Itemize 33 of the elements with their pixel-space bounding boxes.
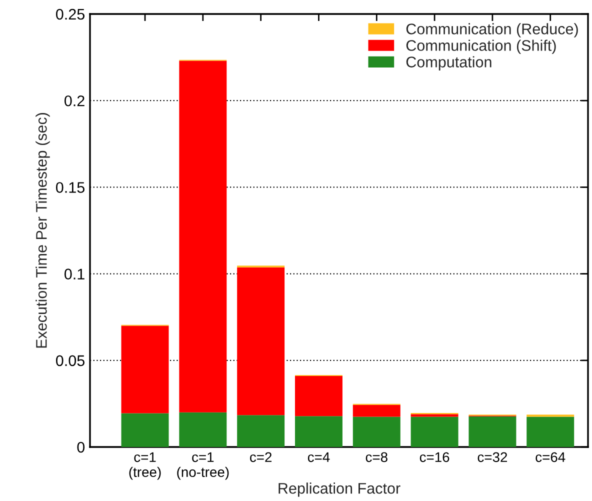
bar [294, 416, 342, 447]
bar [468, 416, 516, 447]
legend-label: Computation [406, 56, 492, 70]
bar [294, 376, 342, 416]
legend-label: Communication (Reduce) [406, 23, 578, 38]
bar [121, 326, 169, 414]
x-tick-label: c=64 [536, 452, 566, 462]
x-tick-label: c=8 [366, 452, 388, 462]
x-tick-label: c=32 [478, 452, 508, 462]
x-axis-title: Replication Factor [278, 482, 400, 497]
x-tick-label: c=4 [308, 452, 330, 462]
bar [179, 412, 227, 447]
x-tick-label: c=2 [250, 452, 272, 462]
y-tick-label: 0.15 [56, 182, 84, 193]
y-tick-label: 0.1 [64, 268, 84, 280]
y-tick-label: 0.05 [56, 355, 84, 366]
bar [237, 267, 285, 416]
y-tick-label: 0 [77, 442, 85, 453]
bar [526, 416, 574, 447]
bar [237, 415, 285, 447]
bar [179, 60, 227, 412]
x-tick-label: c=1 (tree) [129, 452, 161, 480]
y-tick-label: 0.2 [64, 95, 84, 106]
x-tick-label: c=1 (no-tree) [177, 452, 229, 480]
bar [121, 413, 169, 447]
bar [352, 404, 400, 417]
x-tick-label: c=16 [420, 452, 450, 462]
y-tick-label: 0.25 [56, 8, 84, 20]
bar [410, 416, 458, 447]
y-axis-title: Execution Time Per Timestep (sec) [36, 112, 50, 348]
legend-label: Communication (Shift) [406, 40, 556, 54]
bar [352, 416, 400, 447]
bar [410, 414, 458, 417]
